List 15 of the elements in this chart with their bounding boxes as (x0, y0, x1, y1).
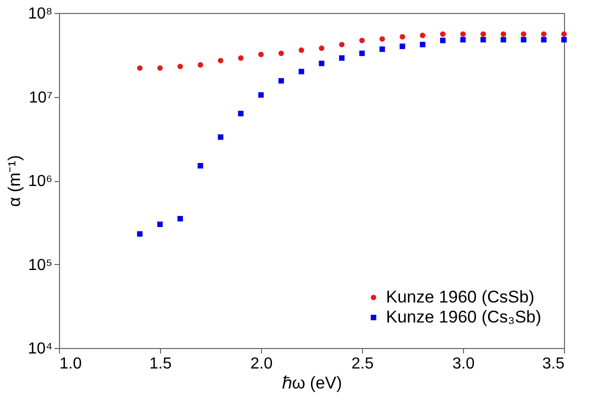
x-tick-label: 1.0 (60, 356, 82, 372)
x-tick-label: 3.0 (452, 356, 475, 372)
y-tick-label: 10⁵ (28, 256, 52, 274)
x-tick-label: 1.5 (149, 356, 172, 372)
x-tick-label: 2.0 (250, 356, 273, 372)
y-tick-label: 10⁶ (28, 173, 52, 190)
x-tick-label: 2.5 (351, 356, 374, 372)
y-tick-label: 10⁷ (28, 89, 53, 106)
y-tick-label: 10⁸ (28, 6, 52, 22)
legend-label: Kunze 1960 (CsSb) (386, 288, 534, 306)
y-tick-label: 10⁴ (28, 340, 53, 358)
y-axis-title: α (m⁻¹) (4, 155, 24, 207)
x-tick-label: 3.5 (542, 356, 565, 372)
legend-label: Kunze 1960 (Cs₃Sb) (386, 308, 542, 326)
x-axis-title: ℏω (eV) (282, 374, 342, 392)
